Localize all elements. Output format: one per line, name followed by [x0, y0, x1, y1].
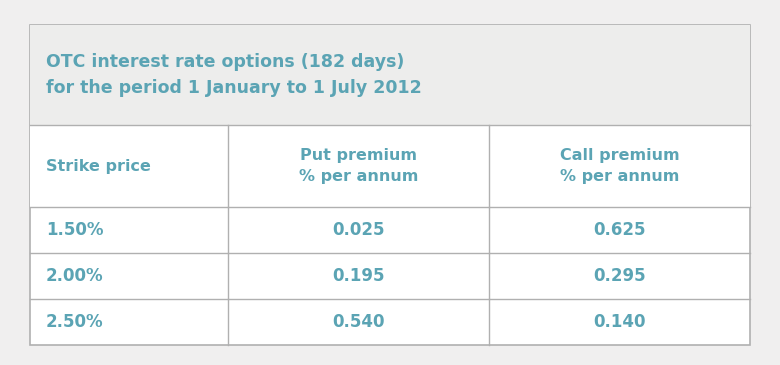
- Bar: [30, 125, 750, 207]
- Text: 0.540: 0.540: [332, 313, 385, 331]
- Text: Put premium
% per annum: Put premium % per annum: [299, 148, 418, 184]
- Text: 0.195: 0.195: [332, 267, 385, 285]
- Bar: [30, 25, 750, 345]
- Bar: [30, 25, 750, 125]
- Text: 0.140: 0.140: [594, 313, 646, 331]
- Text: 0.625: 0.625: [594, 221, 646, 239]
- Text: OTC interest rate options (182 days): OTC interest rate options (182 days): [46, 53, 404, 71]
- Text: 2.00%: 2.00%: [46, 267, 104, 285]
- Text: Call premium
% per annum: Call premium % per annum: [560, 148, 679, 184]
- Text: 0.295: 0.295: [593, 267, 646, 285]
- Text: 2.50%: 2.50%: [46, 313, 104, 331]
- Text: 0.025: 0.025: [332, 221, 385, 239]
- Text: 1.50%: 1.50%: [46, 221, 104, 239]
- Text: for the period 1 January to 1 July 2012: for the period 1 January to 1 July 2012: [46, 79, 422, 97]
- Text: Strike price: Strike price: [46, 158, 151, 173]
